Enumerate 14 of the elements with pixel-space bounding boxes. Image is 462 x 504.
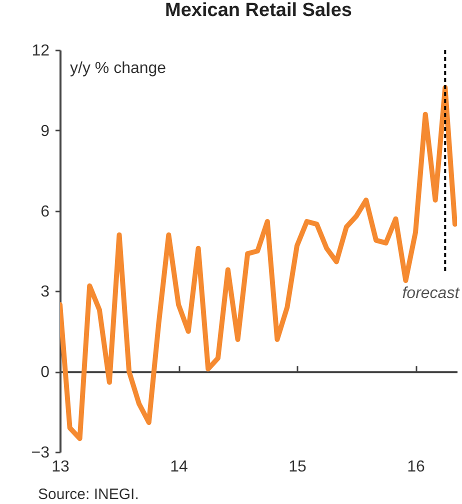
x-tick-label: 16 xyxy=(407,458,426,476)
x-tick-label: 15 xyxy=(288,458,307,476)
chart-title: Mexican Retail Sales xyxy=(165,0,352,21)
y-axis-title: y/y % change xyxy=(70,60,166,77)
x-tick-label: 13 xyxy=(52,458,70,476)
ref-line-label: forecast xyxy=(402,285,460,302)
y-tick-label: 9 xyxy=(40,122,50,140)
y-tick-label: 0 xyxy=(40,364,50,382)
y-tick-label: 6 xyxy=(40,203,50,220)
source-note: Source: INEGI. xyxy=(38,486,139,503)
y-tick-label: 3 xyxy=(40,284,50,301)
y-tick-label: −3 xyxy=(31,444,50,462)
x-tick-label: 14 xyxy=(170,458,188,476)
y-tick-label: 12 xyxy=(32,42,50,60)
